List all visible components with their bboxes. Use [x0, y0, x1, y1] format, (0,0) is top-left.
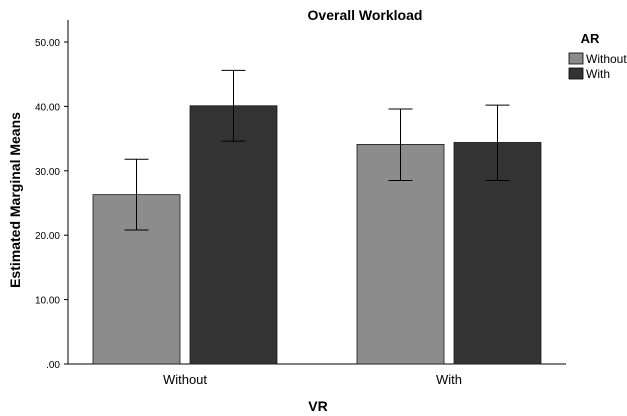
y-tick-label: 20.00 — [35, 231, 60, 242]
legend-label-with: With — [586, 67, 610, 81]
legend: AR Without With — [568, 31, 627, 81]
bars — [92, 105, 542, 365]
y-ticks: .00 10.00 20.00 30.00 40.00 50.00 — [35, 38, 68, 371]
y-tick-label: 10.00 — [35, 296, 60, 307]
x-axis-title: VR — [308, 398, 327, 414]
legend-title: AR — [581, 31, 600, 46]
x-tick-label: Without — [163, 372, 207, 387]
y-tick-label: .00 — [46, 360, 60, 371]
bar-with-without — [189, 105, 278, 365]
y-tick-label: 50.00 — [35, 38, 60, 49]
x-ticks: Without With — [163, 372, 462, 387]
y-tick-label: 40.00 — [35, 102, 60, 113]
legend-swatch-without — [568, 52, 584, 65]
y-axis-title: Estimated Marginal Means — [7, 112, 23, 288]
y-tick-label: 30.00 — [35, 167, 60, 178]
legend-swatch-with — [568, 67, 584, 80]
legend-label-without: Without — [586, 52, 627, 66]
chart-title: Overall Workload — [308, 7, 423, 23]
error-bars — [124, 69, 510, 231]
bar-without-with — [356, 143, 445, 365]
x-tick-label: With — [436, 372, 462, 387]
